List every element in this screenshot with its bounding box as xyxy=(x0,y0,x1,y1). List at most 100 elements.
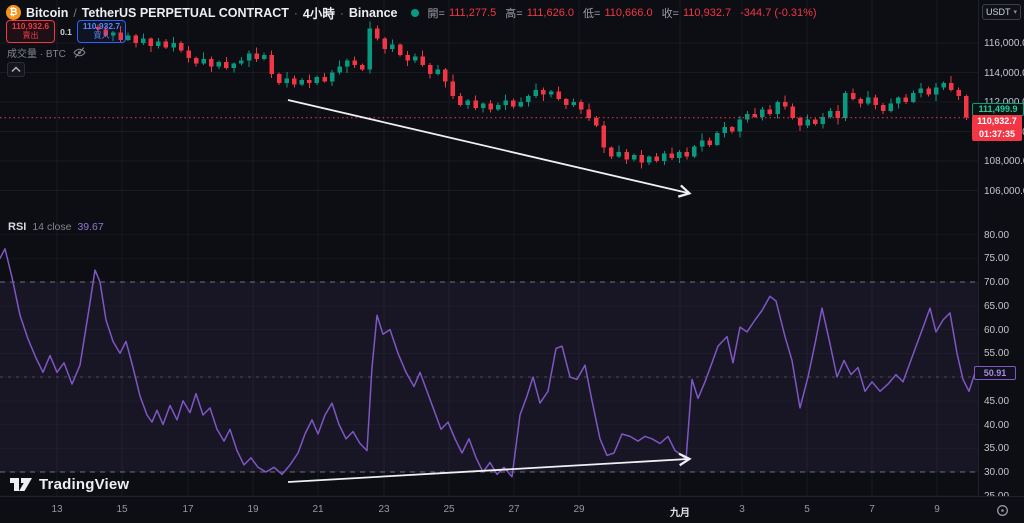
sell-button[interactable]: 110,932.6 賣出 xyxy=(6,20,55,43)
rsi-axis-label: 35.00 xyxy=(984,443,1010,455)
dot-separator: · xyxy=(293,5,298,20)
candle-body xyxy=(865,97,871,104)
candle-body xyxy=(745,113,750,120)
candle-body xyxy=(450,81,456,97)
open-value: 111,277.5 xyxy=(448,6,497,19)
candle-body xyxy=(360,65,365,70)
exchange-label[interactable]: Binance xyxy=(348,5,398,20)
tradingview-logo[interactable]: TradingView xyxy=(9,476,129,493)
candle-body xyxy=(714,132,720,145)
candle-body xyxy=(805,119,810,126)
candle-body xyxy=(344,60,350,67)
rsi-chart-canvas[interactable] xyxy=(0,215,978,496)
candle-body xyxy=(933,87,939,95)
dot-separator: · xyxy=(339,5,344,20)
candle-body xyxy=(246,53,252,61)
rsi-axis-label: 40.00 xyxy=(984,419,1010,431)
candle-body xyxy=(231,63,237,69)
candle-body xyxy=(556,91,561,100)
currency-label: USDT xyxy=(985,7,1011,17)
currency-toggle-button[interactable]: USDT ▾ xyxy=(982,4,1021,20)
rsi-current-value: 39.67 xyxy=(77,221,104,233)
candle-body xyxy=(548,91,554,95)
rsi-name[interactable]: RSI xyxy=(8,221,27,233)
price-chart-canvas[interactable] xyxy=(0,0,978,215)
market-status-dot[interactable] xyxy=(410,8,419,17)
candle-body xyxy=(677,152,682,159)
rsi-value-badge: 50.91 xyxy=(974,366,1016,380)
candle-body xyxy=(254,53,259,60)
candle-body xyxy=(926,88,931,95)
candle-body xyxy=(880,104,886,111)
time-axis-label: 17 xyxy=(182,504,194,515)
candle-body xyxy=(518,102,524,107)
candle-body xyxy=(171,43,176,48)
candle-body xyxy=(526,96,531,102)
buy-button[interactable]: 110,932.7 買入 xyxy=(77,20,126,43)
candle-body xyxy=(782,102,788,107)
candle-body xyxy=(488,103,493,110)
candle-body xyxy=(820,116,826,125)
candle-body xyxy=(631,155,637,160)
time-axis-label: 13 xyxy=(51,504,63,515)
candle-body xyxy=(276,73,282,83)
candles xyxy=(95,21,969,169)
candle-body xyxy=(420,56,425,66)
time-axis-label: 29 xyxy=(573,504,585,515)
candle-body xyxy=(480,103,486,108)
rsi-axis-label: 55.00 xyxy=(984,348,1010,360)
candle-body xyxy=(284,78,289,83)
candle-body xyxy=(948,82,954,91)
rsi-params: 14 close xyxy=(32,221,72,233)
candle-body xyxy=(737,119,742,132)
rsi-axis-label: 60.00 xyxy=(984,324,1010,336)
candle-body xyxy=(193,57,199,64)
symbol-name[interactable]: Bitcoin xyxy=(26,5,69,20)
rsi-axis-label: 75.00 xyxy=(984,253,1010,265)
spread-value: 0.1 xyxy=(60,26,72,37)
candle-body xyxy=(601,125,607,148)
candle-body xyxy=(322,76,327,82)
candle-body xyxy=(405,54,410,61)
candle-body xyxy=(397,44,403,55)
rsi-grid xyxy=(56,215,938,496)
candle-body xyxy=(141,38,146,43)
candle-body xyxy=(609,147,614,157)
candle-body xyxy=(873,97,878,105)
chevron-up-icon xyxy=(11,66,21,73)
time-axis-label: 19 xyxy=(247,504,259,515)
candle-body xyxy=(639,155,644,163)
clock-icon[interactable] xyxy=(993,501,1011,519)
downtrend-arrow xyxy=(287,99,692,198)
candle-body xyxy=(896,97,901,104)
interval-label[interactable]: 4小時 xyxy=(302,7,335,21)
price-axis-label: 114,000.0 xyxy=(984,67,1024,79)
price-axis[interactable]: USDT ▾ 116,000.0114,000.0112,000.0110,00… xyxy=(972,0,1024,502)
candle-body xyxy=(163,41,169,48)
candle-body xyxy=(337,66,342,73)
candle-body xyxy=(148,38,154,46)
candle-body xyxy=(299,79,305,85)
candle-body xyxy=(473,100,478,108)
candle-body xyxy=(110,32,116,36)
close-value: 110,932.7 xyxy=(683,6,732,19)
time-axis-label: 9 xyxy=(934,504,940,515)
eye-off-icon[interactable] xyxy=(73,46,86,59)
time-axis[interactable]: 13 15 17 19 21 23 25 27 29 九月 3 5 7 9 xyxy=(0,496,1024,523)
collapse-pane-button[interactable] xyxy=(7,62,25,77)
rsi-axis-label: 65.00 xyxy=(984,300,1010,312)
price-axis-label: 116,000.0 xyxy=(984,38,1024,49)
time-axis-label: 15 xyxy=(116,504,128,515)
price-axis-label: 112,000.0 xyxy=(984,97,1024,108)
candle-body xyxy=(828,110,833,117)
symbol-legend: ₿ Bitcoin / TetherUS PERPETUAL CONTRACT … xyxy=(6,3,822,22)
contract-name[interactable]: TetherUS PERPETUAL CONTRACT xyxy=(81,5,289,20)
candle-body xyxy=(156,41,161,46)
high-value: 111,626.0 xyxy=(526,6,574,19)
time-axis-label: 3 xyxy=(739,504,745,515)
buy-price: 110,932.7 xyxy=(82,21,121,32)
trade-panel: 110,932.6 賣出 0.1 110,932.7 買入 xyxy=(6,20,126,43)
candle-body xyxy=(835,110,841,119)
last-price-value: 110,932.7 xyxy=(977,116,1017,126)
